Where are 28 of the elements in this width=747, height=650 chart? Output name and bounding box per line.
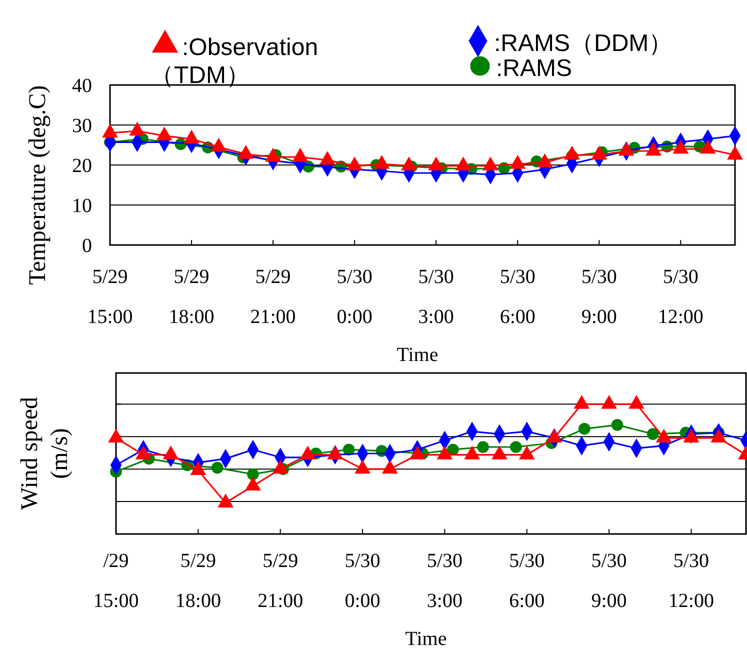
y-tick-label: 40 [72,75,92,97]
x-tick-label: 5/30 6:00 [500,266,536,328]
legend-label: :Observation（TDM） [150,34,318,89]
x-tick-label: 5/30 3:00 [418,266,454,328]
x-tick-label: 5/30 0:00 [344,550,380,612]
x-tick-label: 5/30 9:00 [581,266,617,328]
y-tick-label: 0 [82,235,92,257]
x-tick-label: 5/30 0:00 [336,266,372,328]
x-axis-title: Time [405,628,447,650]
x-tick-label: 5/29 15:00 [87,266,133,328]
x-tick-label: 5/30 9:00 [591,550,627,612]
x-tick-label: 5/30 12:00 [668,550,714,612]
legend-label: :RAMS [496,55,572,82]
x-tick-label: 5/29 18:00 [175,550,221,612]
x-tick-label: 5/30 12:00 [658,266,704,328]
x-axis-title: Time [396,344,438,366]
x-tick-label: 5/29 21:00 [258,550,304,612]
y-axis-title: Wind speed (m/s) [17,396,73,510]
legend-label: :RAMS（DDM） [494,30,673,57]
y-tick-label: 20 [72,155,92,177]
x-tick-label: 5/30 3:00 [426,550,462,612]
y-tick-label: 30 [72,115,92,137]
x-tick-label: 5/30 6:00 [509,550,545,612]
y-tick-label: 10 [72,195,92,217]
x-tick-label: 5/29 18:00 [168,266,214,328]
x-tick-label: /29 15:00 [93,550,139,612]
y-axis-title: Temperature (deg.C) [25,85,51,285]
x-tick-label: 5/29 21:00 [250,266,296,328]
